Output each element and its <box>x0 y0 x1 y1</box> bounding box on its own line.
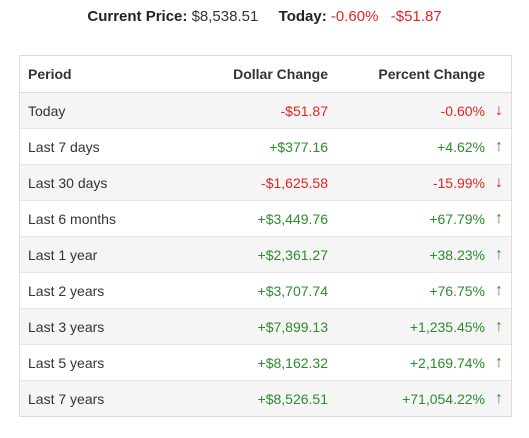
table-row: Last 7 days +$377.16 +4.62% ↑ <box>20 128 511 165</box>
current-price-label: Current Price: <box>87 8 188 25</box>
arrow-up-icon: ↑ <box>487 200 511 237</box>
table-row: Last 1 year +$2,361.27 +38.23% ↑ <box>20 236 511 273</box>
price-change-table: Period Dollar Change Percent Change Toda… <box>19 55 512 417</box>
period-cell: Last 2 years <box>20 272 170 309</box>
header-period: Period <box>20 56 170 93</box>
today-percent-change: -0.60% <box>330 8 379 25</box>
arrow-up-icon: ↑ <box>487 128 511 165</box>
dollar-change-cell: +$377.16 <box>170 128 330 165</box>
dollar-change-cell: +$3,707.74 <box>170 272 330 309</box>
percent-change-cell: -0.60% <box>440 102 485 119</box>
percent-change-cell: -15.99% <box>330 164 487 201</box>
dollar-change-cell: +$3,449.76 <box>170 200 330 237</box>
period-cell: Last 6 months <box>20 200 170 237</box>
table-row: Last 7 years +$8,526.51 +71,054.22% ↑ <box>20 380 511 416</box>
arrow-up-icon: ↑ <box>487 344 511 381</box>
table-row: Last 3 years +$7,899.13 +1,235.45% ↑ <box>20 308 511 345</box>
arrow-up-icon: ↑ <box>487 236 511 273</box>
percent-change-cell: +2,169.74% <box>330 344 487 381</box>
arrow-down-icon: ↓ <box>495 101 503 119</box>
arrow-up-icon: ↑ <box>487 272 511 309</box>
arrow-down-icon: ↓ <box>487 164 511 201</box>
period-cell: Last 7 years <box>20 380 170 416</box>
period-cell: Today <box>28 102 66 119</box>
header-dollar-change: Dollar Change <box>170 56 330 93</box>
dollar-change-cell: -$51.87 <box>280 102 328 119</box>
percent-change-cell: +76.75% <box>330 272 487 309</box>
percent-change-cell: +67.79% <box>330 200 487 237</box>
percent-change-cell: +1,235.45% <box>330 308 487 345</box>
percent-change-cell: +38.23% <box>330 236 487 273</box>
dollar-change-cell: +$8,526.51 <box>170 380 330 416</box>
period-cell: Last 3 years <box>20 308 170 345</box>
arrow-up-icon: ↑ <box>487 380 511 416</box>
period-cell: Last 30 days <box>20 164 170 201</box>
table-row: Last 30 days -$1,625.58 -15.99% ↓ <box>20 164 511 201</box>
header-percent-change: Percent Change <box>330 56 487 93</box>
dollar-change-cell: +$2,361.27 <box>170 236 330 273</box>
current-price-value: $8,538.51 <box>191 8 259 25</box>
today-dollar-change: -$51.87 <box>390 8 442 25</box>
period-cell: Last 5 years <box>20 344 170 381</box>
dollar-change-cell: +$8,162.32 <box>170 344 330 381</box>
header-arrow <box>487 56 511 93</box>
dollar-change-cell: -$1,625.58 <box>170 164 330 201</box>
dollar-change-cell: +$7,899.13 <box>170 308 330 345</box>
price-summary: Current Price: $8,538.51 Today: -0.60% -… <box>0 8 529 25</box>
arrow-up-icon: ↑ <box>487 308 511 345</box>
today-label: Today: <box>278 8 327 25</box>
percent-change-cell: +71,054.22% <box>330 380 487 416</box>
table-row: Today -$51.87 -0.60% ↓ <box>20 92 511 129</box>
table-row: Last 2 years +$3,707.74 +76.75% ↑ <box>20 272 511 309</box>
table-header-row: Period Dollar Change Percent Change <box>20 56 511 93</box>
period-cell: Last 7 days <box>20 128 170 165</box>
percent-change-cell: +4.62% <box>330 128 487 165</box>
period-cell: Last 1 year <box>20 236 170 273</box>
table-row: Last 6 months +$3,449.76 +67.79% ↑ <box>20 200 511 237</box>
table-row: Last 5 years +$8,162.32 +2,169.74% ↑ <box>20 344 511 381</box>
